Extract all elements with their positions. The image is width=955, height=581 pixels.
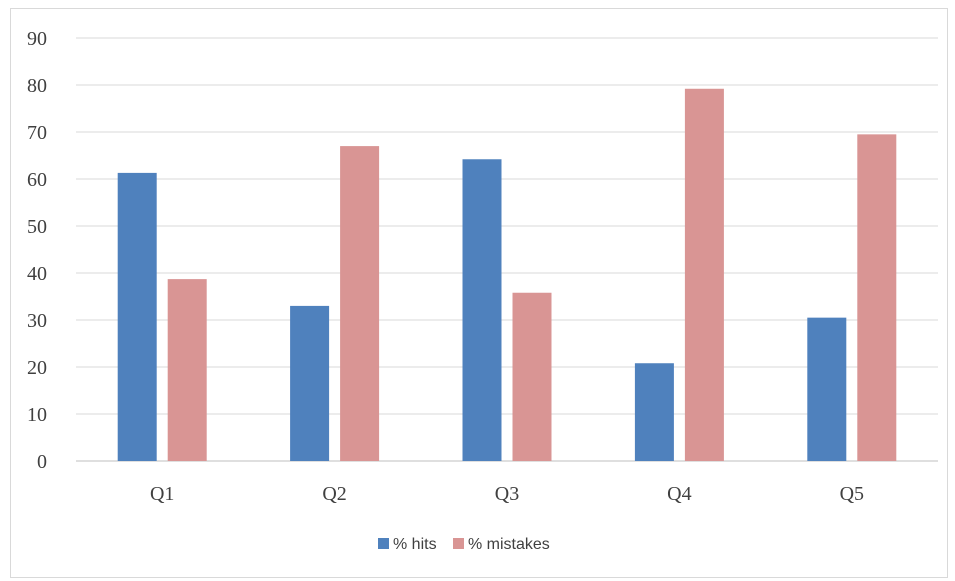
y-tick-label: 60 — [27, 169, 47, 191]
bar-mistakes — [684, 88, 724, 461]
y-tick-label: 40 — [27, 263, 47, 285]
y-tick-label: 0 — [37, 451, 47, 473]
y-tick-label: 50 — [27, 216, 47, 238]
gridlines — [76, 37, 938, 462]
bar-hits — [462, 159, 502, 461]
y-tick-label: 70 — [27, 122, 47, 144]
bar-mistakes — [167, 279, 207, 461]
y-tick-label: 20 — [27, 357, 47, 379]
legend-label: % mistakes — [468, 536, 550, 553]
y-tick-label: 30 — [27, 310, 47, 332]
bar-hits — [117, 172, 157, 461]
y-tick-label: 90 — [27, 28, 47, 50]
x-tick-label: Q5 — [840, 483, 864, 505]
legend-swatch — [453, 538, 464, 549]
y-tick-label: 10 — [27, 404, 47, 426]
bar-mistakes — [857, 134, 897, 461]
y-axis-tick-labels: 0 10 20 30 40 50 60 70 80 90 — [27, 28, 47, 473]
x-tick-label: Q4 — [667, 483, 691, 505]
bar-hits — [807, 317, 847, 461]
legend: % hits % mistakes — [378, 536, 550, 553]
x-tick-label: Q3 — [495, 483, 519, 505]
bar-hits — [290, 305, 330, 461]
bar-mistakes — [340, 146, 380, 461]
x-tick-label: Q2 — [322, 483, 346, 505]
bar-hits — [634, 363, 674, 461]
bar-mistakes — [512, 292, 552, 461]
legend-swatch — [378, 538, 389, 549]
legend-label: % hits — [393, 536, 437, 553]
bars — [117, 88, 897, 461]
y-tick-label: 80 — [27, 75, 47, 97]
x-axis-tick-labels: Q1 Q2 Q3 Q4 Q5 — [150, 483, 864, 505]
x-tick-label: Q1 — [150, 483, 174, 505]
